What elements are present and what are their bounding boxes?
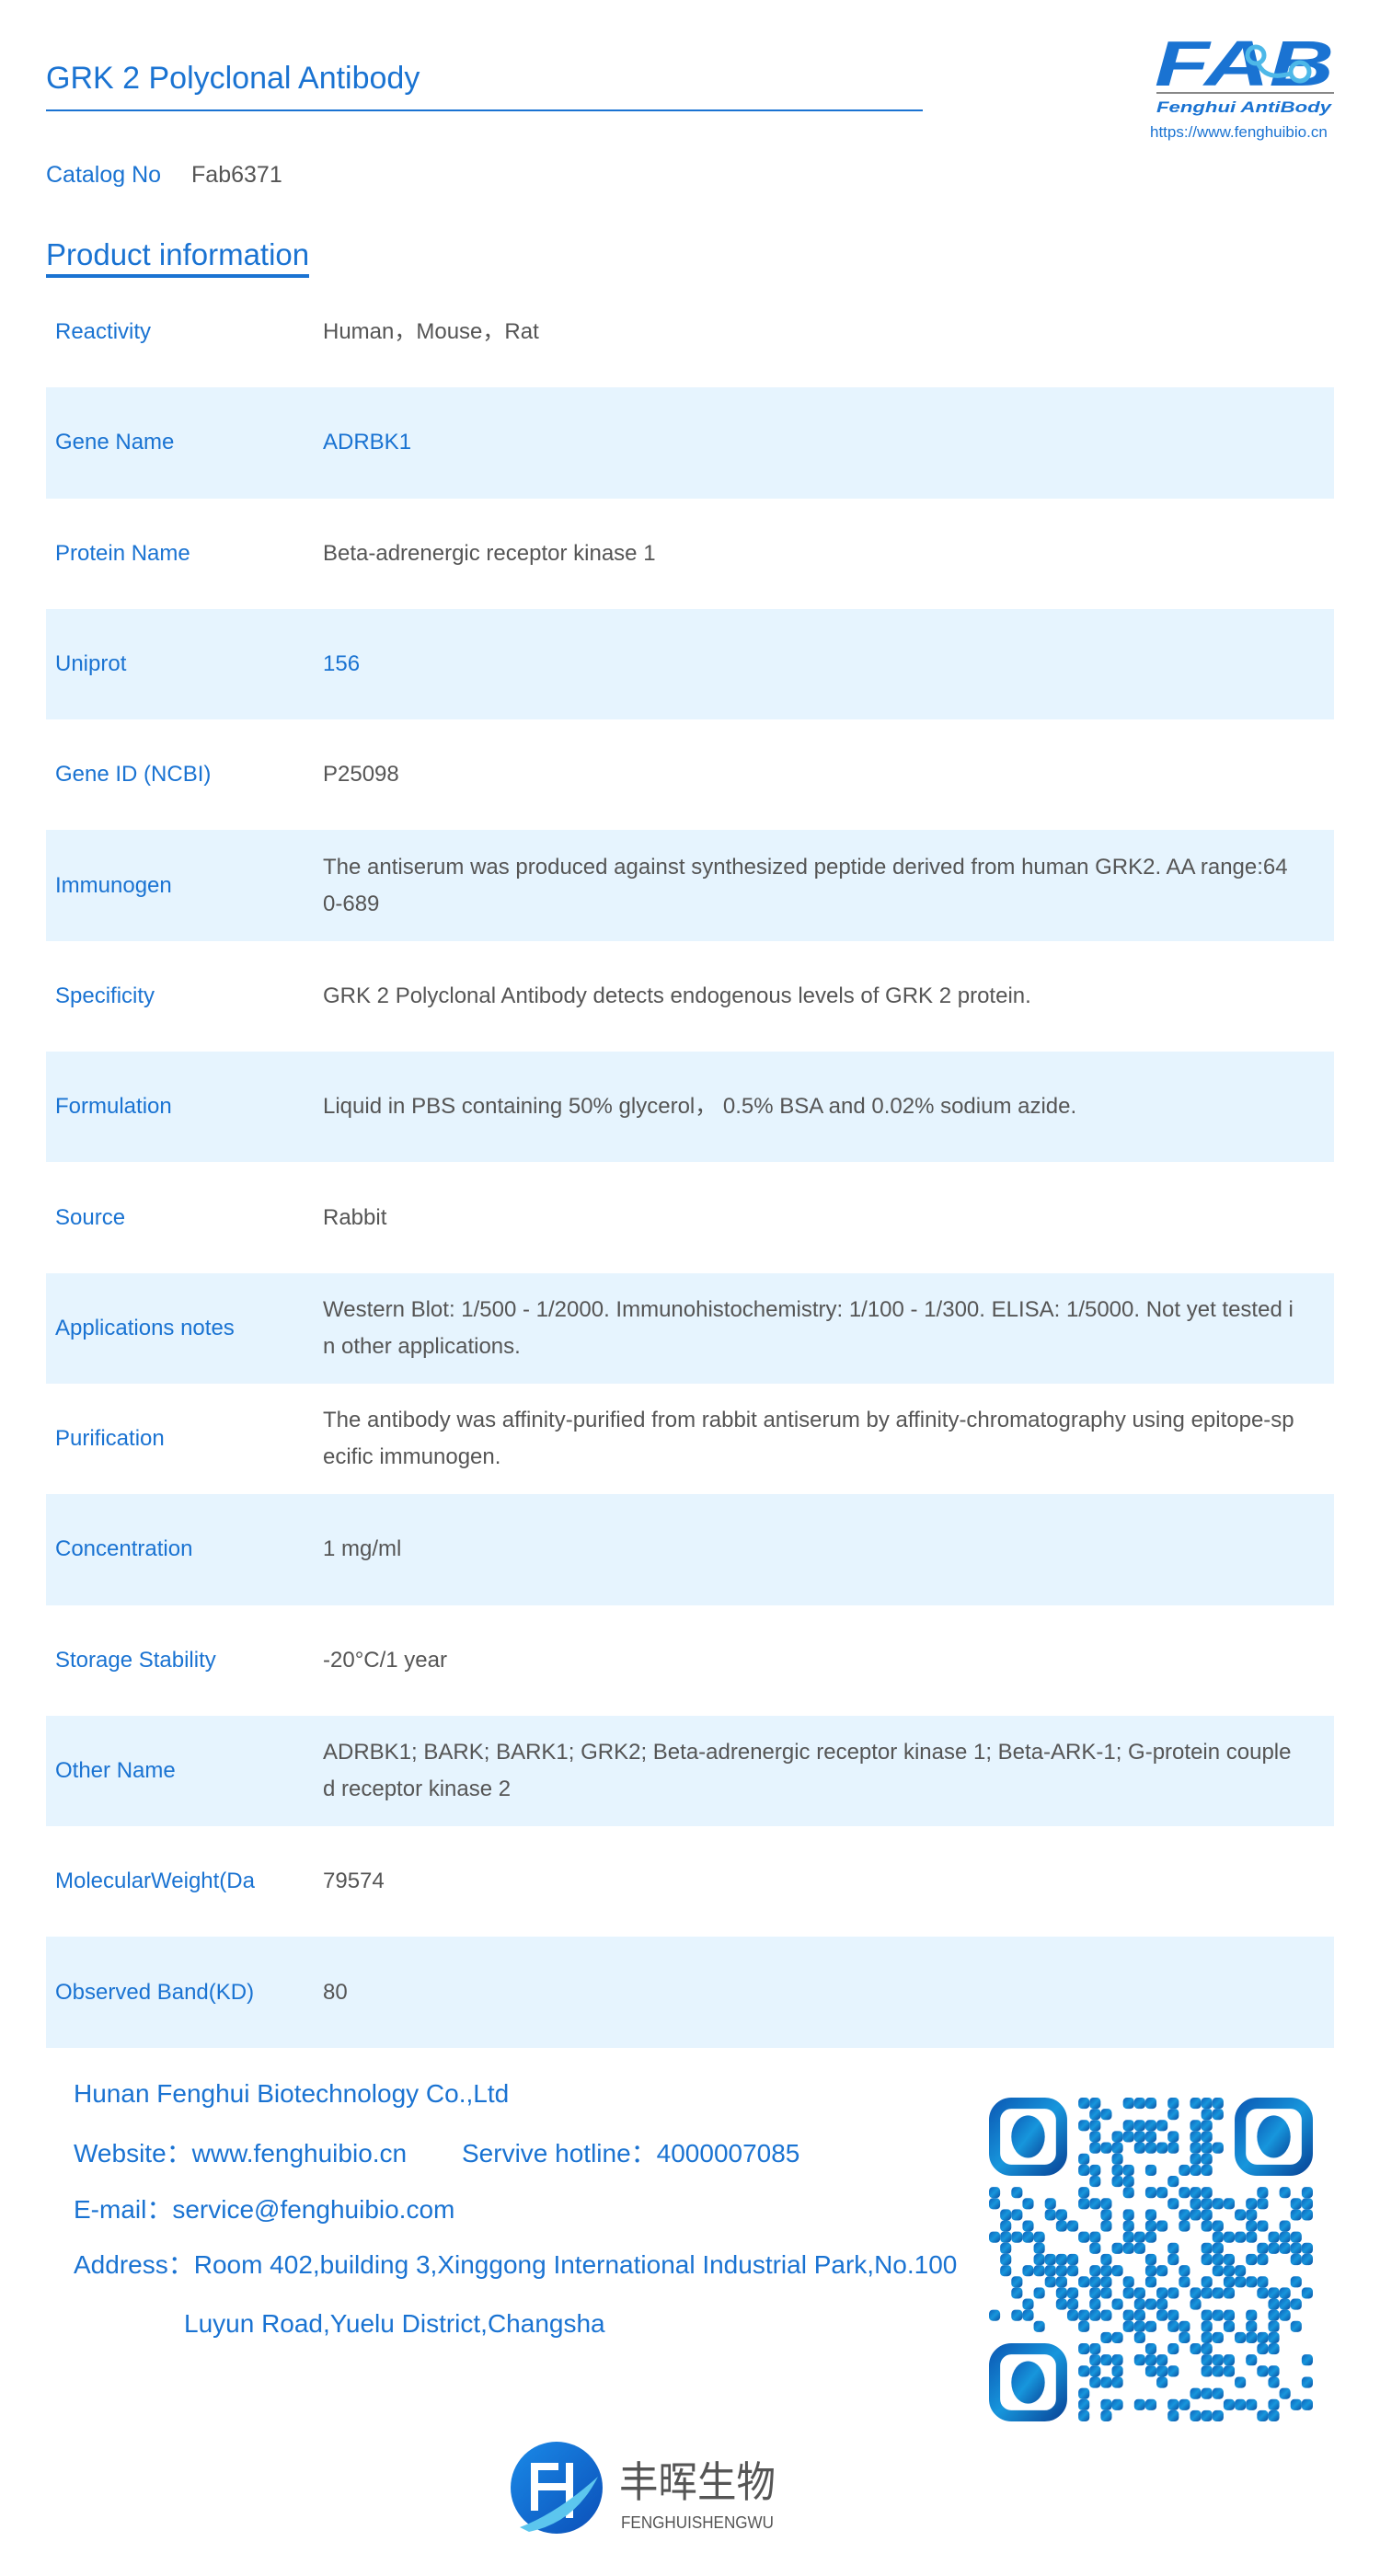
fenghui-brand-logo: 丰晖生物 FENGHUISHENGWU <box>511 2442 776 2534</box>
qr-code-icon <box>989 2098 1313 2421</box>
row-value: 1 mg/ml <box>323 1536 402 1562</box>
row-label: Protein Name <box>55 540 190 566</box>
row-value: 79574 <box>323 1869 385 1894</box>
row-value: ADRBK1 <box>323 430 412 455</box>
hotline: Servive hotline：4000007085 <box>462 2139 800 2168</box>
table-row: Storage Stability -20°C/1 year <box>46 1605 1334 1716</box>
catalog-value: Fab6371 <box>191 162 282 188</box>
table-row: Immunogen The antiserum was produced agai… <box>46 830 1334 941</box>
table-row: Formulation Liquid in PBS containing 50% … <box>46 1052 1334 1163</box>
row-label: Reactivity <box>55 319 152 345</box>
fab-logo: FAB Fenghui AntiBody <box>1155 28 1339 122</box>
table-row: Observed Band(KD) 80 <box>46 1937 1334 2048</box>
row-label: Other Name <box>55 1758 176 1783</box>
company-name: Hunan Fenghui Biotechnology Co.,Ltd <box>74 2079 510 2108</box>
row-value: Liquid in PBS containing 50% glycerol， 0… <box>323 1094 1077 1120</box>
row-value: Human，Mouse，Rat <box>323 319 539 345</box>
title-divider <box>46 109 923 111</box>
catalog-number: Catalog No Fab6371 <box>46 162 282 189</box>
row-value: 80 <box>323 1979 348 2005</box>
table-row: Reactivity Human，Mouse，Rat <box>46 277 1334 387</box>
row-label: Specificity <box>55 983 155 1008</box>
row-value: Rabbit <box>323 1204 387 1230</box>
email-link[interactable]: E-mail：service@fenghuibio.com <box>74 2195 455 2224</box>
svg-text:Fenghui AntiBody: Fenghui AntiBody <box>1156 98 1333 116</box>
row-value: The antibody was affinity-purified from … <box>323 1408 1294 1470</box>
row-value: ADRBK1; BARK; BARK1; GRK2; Beta-adrenerg… <box>323 1740 1292 1801</box>
table-row: Uniprot 156 <box>46 608 1334 720</box>
row-label: Applications notes <box>55 1315 235 1340</box>
table-row: Other Name ADRBK1; BARK; BARK1; GRK2; Bet… <box>46 1715 1334 1827</box>
row-label: Concentration <box>55 1536 193 1562</box>
row-value: P25098 <box>323 762 399 788</box>
logo-url-link[interactable]: https://www.fenghuibio.cn <box>1150 123 1328 141</box>
address-line-1: Address：Room 402,building 3,Xinggong Int… <box>74 2250 958 2279</box>
row-value: The antiserum was produced against synth… <box>323 854 1288 916</box>
row-label: Source <box>55 1204 126 1230</box>
row-value: GRK 2 Polyclonal Antibody detects endoge… <box>323 983 1031 1008</box>
row-label: MolecularWeight(Da <box>55 1869 255 1894</box>
row-value: -20°C/1 year <box>323 1647 447 1673</box>
row-label: Observed Band(KD) <box>55 1979 255 2005</box>
table-row: Gene Name ADRBK1 <box>46 387 1334 499</box>
row-value: 156 <box>323 651 361 677</box>
product-info-table: Reactivity Human，Mouse，Rat Gene Name ADRBK1… <box>46 277 1334 2048</box>
row-value: Western Blot: 1/500 - 1/2000. Immunohist… <box>323 1296 1294 1359</box>
table-row: Protein Name Beta-adrenergic receptor kin… <box>46 499 1334 609</box>
page-title: GRK 2 Polyclonal Antibody <box>46 61 420 96</box>
table-row: Specificity GRK 2 Polyclonal Antibody det… <box>46 941 1334 1052</box>
table-row: MolecularWeight(Da 79574 <box>46 1826 1334 1937</box>
table-row: Source Rabbit <box>46 1162 1334 1272</box>
row-label: Immunogen <box>55 872 172 898</box>
catalog-label: Catalog No <box>46 162 162 188</box>
section-title: Product information <box>46 237 310 278</box>
address-line-2: Luyun Road,Yuelu District,Changsha <box>184 2309 605 2338</box>
website-link[interactable]: Website：www.fenghuibio.cn <box>74 2139 408 2168</box>
row-label: Gene Name <box>55 430 175 455</box>
row-label: Purification <box>55 1426 165 1452</box>
table-row: Gene ID (NCBI) P25098 <box>46 719 1334 830</box>
svg-text:丰晖生物: 丰晖生物 <box>619 2457 776 2507</box>
table-row: Purification The antibody was affinity-pu… <box>46 1384 1334 1494</box>
row-label: Uniprot <box>55 651 127 677</box>
row-label: Formulation <box>55 1094 172 1120</box>
row-label: Gene ID (NCBI) <box>55 762 212 788</box>
row-label: Storage Stability <box>55 1647 216 1673</box>
fab-logo-icon: FAB Fenghui AntiBody <box>1155 28 1334 116</box>
table-row: Applications notes Western Blot: 1/500 - … <box>46 1272 1334 1384</box>
table-row: Concentration 1 mg/ml <box>46 1494 1334 1605</box>
svg-text:FENGHUISHENGWU: FENGHUISHENGWU <box>621 2513 774 2532</box>
row-value: Beta-adrenergic receptor kinase 1 <box>323 540 656 566</box>
